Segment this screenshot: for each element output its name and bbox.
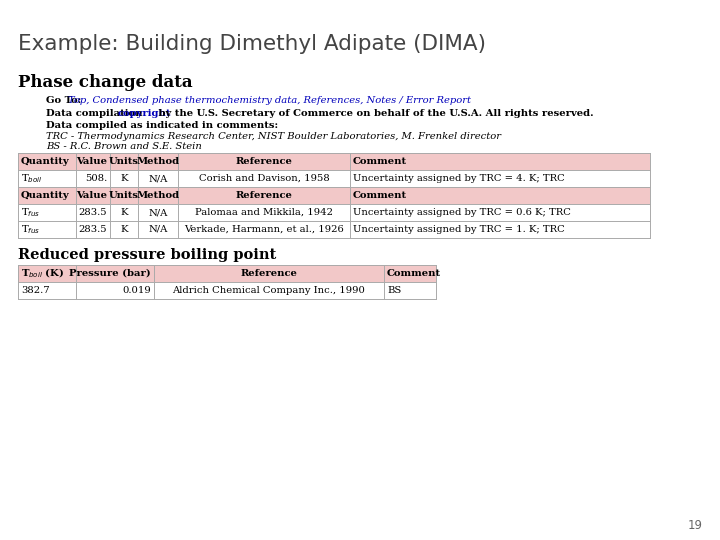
- Text: Data compiled as indicated in comments:: Data compiled as indicated in comments:: [46, 121, 278, 130]
- Bar: [18, 282, 436, 299]
- Text: K: K: [120, 174, 127, 183]
- Bar: [18, 204, 650, 221]
- Text: copyright: copyright: [118, 109, 171, 118]
- Text: BS: BS: [387, 286, 401, 295]
- Text: Reference: Reference: [235, 191, 292, 200]
- Text: Verkade, Harmann, et al., 1926: Verkade, Harmann, et al., 1926: [184, 225, 344, 234]
- Text: Palomaa and Mikkila, 1942: Palomaa and Mikkila, 1942: [195, 208, 333, 217]
- Text: Top, Condensed phase thermochemistry data, References, Notes / Error Report: Top, Condensed phase thermochemistry dat…: [68, 96, 471, 105]
- Text: 0.019: 0.019: [122, 286, 151, 295]
- Text: K: K: [120, 225, 127, 234]
- Text: Uncertainty assigned by TRC = 1. K; TRC: Uncertainty assigned by TRC = 1. K; TRC: [353, 225, 564, 234]
- Text: 19: 19: [688, 519, 703, 532]
- Text: Corish and Davison, 1958: Corish and Davison, 1958: [199, 174, 329, 183]
- Bar: [18, 187, 650, 204]
- Text: Quantity: Quantity: [21, 157, 70, 166]
- Text: Value: Value: [76, 157, 107, 166]
- Text: Go To:: Go To:: [46, 96, 81, 105]
- Text: T$_{fus}$: T$_{fus}$: [21, 206, 40, 219]
- Text: Phase change data: Phase change data: [18, 74, 193, 91]
- Text: BS - R.C. Brown and S.E. Stein: BS - R.C. Brown and S.E. Stein: [46, 142, 202, 151]
- Bar: [18, 153, 650, 170]
- Text: Comment: Comment: [353, 157, 407, 166]
- Text: N/A: N/A: [148, 174, 168, 183]
- Text: Units: Units: [109, 157, 139, 166]
- Text: Data compilation: Data compilation: [46, 109, 146, 118]
- Text: Reduced pressure boiling point: Reduced pressure boiling point: [18, 248, 276, 262]
- Bar: [18, 170, 650, 187]
- Text: Quantity: Quantity: [21, 191, 70, 200]
- Text: N/A: N/A: [148, 208, 168, 217]
- Text: 382.7: 382.7: [21, 286, 50, 295]
- Text: T$_{boil}$ (K): T$_{boil}$ (K): [21, 267, 64, 280]
- Text: T$_{fus}$: T$_{fus}$: [21, 223, 40, 236]
- Text: Units: Units: [109, 191, 139, 200]
- Text: Uncertainty assigned by TRC = 0.6 K; TRC: Uncertainty assigned by TRC = 0.6 K; TRC: [353, 208, 571, 217]
- Bar: [18, 265, 436, 282]
- Text: Pressure (bar): Pressure (bar): [69, 269, 151, 278]
- Text: Value: Value: [76, 191, 107, 200]
- Text: Uncertainty assigned by TRC = 4. K; TRC: Uncertainty assigned by TRC = 4. K; TRC: [353, 174, 564, 183]
- Text: Comment: Comment: [353, 191, 407, 200]
- Text: Method: Method: [136, 157, 179, 166]
- Text: Comment: Comment: [387, 269, 441, 278]
- Text: 283.5: 283.5: [78, 225, 107, 234]
- Text: Example: Building Dimethyl Adipate (DIMA): Example: Building Dimethyl Adipate (DIMA…: [18, 34, 486, 54]
- Text: Method: Method: [136, 191, 179, 200]
- Text: 283.5: 283.5: [78, 208, 107, 217]
- Text: TRC - Thermodynamics Research Center, NIST Boulder Laboratories, M. Frenkel dire: TRC - Thermodynamics Research Center, NI…: [46, 132, 501, 141]
- Text: N/A: N/A: [148, 225, 168, 234]
- Text: K: K: [120, 208, 127, 217]
- Text: by the U.S. Secretary of Commerce on behalf of the U.S.A. All rights reserved.: by the U.S. Secretary of Commerce on beh…: [155, 109, 593, 118]
- Text: T$_{boil}$: T$_{boil}$: [21, 172, 42, 185]
- Text: Reference: Reference: [240, 269, 297, 278]
- Bar: [18, 221, 650, 238]
- Text: Reference: Reference: [235, 157, 292, 166]
- Text: 508.: 508.: [85, 174, 107, 183]
- Text: Aldrich Chemical Company Inc., 1990: Aldrich Chemical Company Inc., 1990: [173, 286, 366, 295]
